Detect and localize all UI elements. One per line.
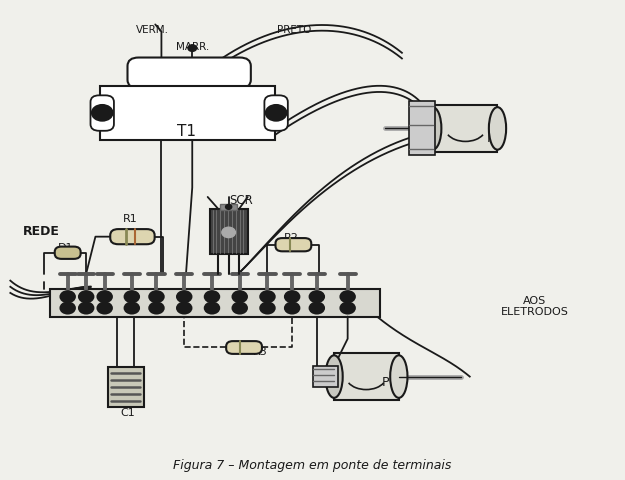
Text: SCR: SCR — [230, 193, 254, 206]
Circle shape — [266, 106, 287, 121]
Bar — [209, 209, 248, 254]
Circle shape — [79, 303, 94, 314]
Circle shape — [340, 303, 355, 314]
Circle shape — [149, 291, 164, 303]
Circle shape — [204, 303, 219, 314]
Bar — [312, 366, 338, 387]
Circle shape — [60, 291, 75, 303]
FancyBboxPatch shape — [91, 96, 114, 132]
Circle shape — [60, 303, 75, 314]
Bar — [409, 102, 435, 156]
FancyBboxPatch shape — [110, 229, 154, 245]
Circle shape — [340, 291, 355, 303]
Ellipse shape — [390, 356, 408, 398]
Circle shape — [260, 303, 275, 314]
Circle shape — [204, 291, 219, 303]
Circle shape — [232, 291, 247, 303]
Circle shape — [79, 291, 94, 303]
Text: C1: C1 — [120, 407, 135, 417]
Circle shape — [92, 106, 112, 121]
Circle shape — [285, 303, 299, 314]
Ellipse shape — [489, 108, 506, 150]
Text: R1: R1 — [123, 214, 138, 224]
Circle shape — [260, 291, 275, 303]
Text: P1: P1 — [382, 375, 398, 388]
Circle shape — [226, 205, 232, 210]
FancyBboxPatch shape — [55, 247, 81, 259]
Text: MARR.: MARR. — [176, 42, 209, 51]
Text: PRETO: PRETO — [277, 25, 311, 35]
Text: VERM.: VERM. — [136, 25, 169, 35]
Circle shape — [177, 303, 192, 314]
FancyBboxPatch shape — [127, 59, 251, 89]
FancyBboxPatch shape — [226, 341, 262, 354]
Text: REDE: REDE — [22, 224, 59, 237]
Circle shape — [309, 303, 324, 314]
Text: T1: T1 — [177, 124, 196, 139]
Circle shape — [124, 303, 139, 314]
FancyBboxPatch shape — [264, 96, 288, 132]
Text: R3: R3 — [253, 346, 268, 356]
Circle shape — [222, 228, 236, 238]
Circle shape — [177, 291, 192, 303]
FancyBboxPatch shape — [276, 239, 311, 252]
Circle shape — [124, 291, 139, 303]
Bar — [100, 87, 276, 141]
Text: D1: D1 — [58, 242, 74, 252]
Bar — [220, 204, 238, 211]
Circle shape — [188, 46, 197, 52]
Circle shape — [285, 291, 299, 303]
Bar — [107, 367, 144, 408]
Bar — [334, 353, 399, 400]
Bar — [432, 106, 498, 153]
Circle shape — [232, 303, 247, 314]
Text: R2: R2 — [284, 233, 298, 242]
Text: AOS
ELETRODOS: AOS ELETRODOS — [501, 295, 568, 317]
Circle shape — [149, 303, 164, 314]
Circle shape — [98, 291, 112, 303]
Text: Figura 7 – Montagem em ponte de terminais: Figura 7 – Montagem em ponte de terminai… — [173, 457, 452, 470]
Bar — [51, 289, 381, 317]
Ellipse shape — [326, 356, 342, 398]
Circle shape — [309, 291, 324, 303]
Circle shape — [98, 303, 112, 314]
Text: P2: P2 — [487, 132, 502, 145]
Ellipse shape — [424, 108, 441, 150]
